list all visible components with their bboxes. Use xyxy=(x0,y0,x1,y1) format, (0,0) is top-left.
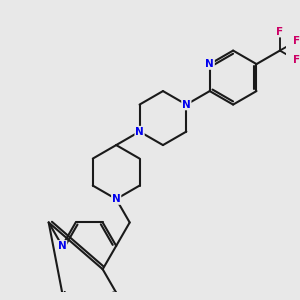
Text: N: N xyxy=(182,100,191,110)
Text: F: F xyxy=(293,55,300,65)
Text: N: N xyxy=(112,194,121,204)
Text: F: F xyxy=(276,27,284,37)
Text: F: F xyxy=(293,36,300,46)
Text: N: N xyxy=(58,241,67,251)
Text: N: N xyxy=(135,127,144,136)
Text: N: N xyxy=(206,59,214,69)
